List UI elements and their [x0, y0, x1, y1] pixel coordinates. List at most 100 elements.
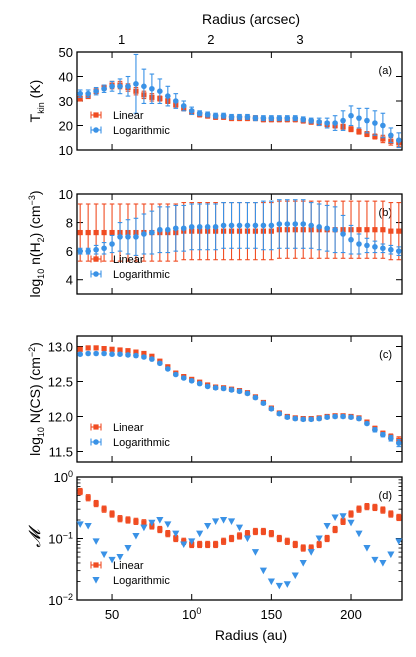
- y-axis-title: Tkin (K): [27, 80, 46, 123]
- data-point: [85, 495, 91, 501]
- data-point: [364, 504, 370, 510]
- data-point: [356, 129, 362, 135]
- y-tick-label: 10: [59, 187, 73, 202]
- data-point: [355, 530, 363, 538]
- data-point: [220, 385, 227, 392]
- data-point: [212, 385, 219, 391]
- data-point: [244, 222, 251, 229]
- data-point: [124, 545, 132, 552]
- y-tick-label: 6: [66, 244, 73, 259]
- data-point: [125, 517, 131, 523]
- data-point: [308, 545, 314, 551]
- data-point: [93, 88, 99, 94]
- legend-label: Linear: [113, 110, 144, 122]
- data-point: [236, 533, 243, 539]
- data-point: [244, 390, 251, 397]
- data-point: [205, 541, 211, 548]
- data-point: [356, 115, 362, 121]
- data-point: [244, 531, 251, 537]
- data-point: [77, 248, 83, 254]
- chart-panel: 10−2 10−1 100 𝓜 (d) Linear Logarithmic: [27, 469, 403, 608]
- plot-frame: [76, 335, 403, 463]
- data-series: [76, 513, 403, 590]
- data-point: [243, 535, 252, 543]
- data-point: [180, 541, 188, 549]
- data-point: [108, 556, 116, 564]
- legend-marker: [93, 439, 99, 445]
- data-point: [348, 112, 354, 119]
- data-point: [388, 511, 394, 517]
- data-point: [204, 224, 211, 230]
- legend-marker: [92, 577, 100, 584]
- data-point: [324, 414, 330, 421]
- data-point: [331, 514, 339, 522]
- data-point: [149, 85, 155, 92]
- data-point: [300, 416, 307, 423]
- legend-marker: [93, 256, 99, 262]
- legend: Linear Logarithmic: [90, 254, 170, 281]
- panel-label: (a): [379, 65, 392, 77]
- data-point: [85, 90, 91, 97]
- data-point: [133, 81, 139, 87]
- data-point: [220, 112, 227, 119]
- data-point: [109, 346, 115, 352]
- data-point: [85, 229, 91, 236]
- data-point: [101, 245, 107, 252]
- data-point: [236, 114, 243, 120]
- legend: Linear Logarithmic: [90, 110, 170, 137]
- data-point: [172, 371, 179, 378]
- data-point: [125, 83, 131, 90]
- legend-marker: [93, 271, 99, 277]
- data-point: [388, 246, 394, 253]
- legend-label: Logarithmic: [113, 125, 170, 137]
- data-point: [372, 244, 378, 250]
- data-point: [197, 541, 203, 548]
- chart-panel: 4 6 8 10 log10 n(H2) (cm−3) (b) Linear Logarith…: [27, 187, 403, 298]
- legend-marker: [93, 112, 99, 118]
- data-point: [268, 406, 275, 412]
- data-point: [388, 228, 394, 234]
- legend: Linear Logarithmic: [90, 560, 170, 587]
- data-point: [109, 511, 115, 517]
- data-point: [380, 245, 386, 252]
- y-tick-label: 12.0: [48, 410, 73, 425]
- y-tick-label: 13.0: [48, 340, 73, 355]
- data-point: [204, 383, 211, 390]
- data-point: [275, 582, 283, 590]
- legend-label: Linear: [113, 422, 144, 434]
- data-point: [101, 229, 107, 236]
- y-tick-label: 10: [59, 143, 73, 158]
- data-point: [157, 88, 163, 94]
- data-point: [380, 227, 386, 233]
- data-point: [109, 241, 115, 247]
- data-point: [267, 578, 275, 586]
- data-point: [347, 519, 355, 527]
- data-point: [141, 83, 147, 90]
- data-point: [236, 222, 243, 229]
- data-point: [268, 115, 275, 121]
- data-point: [109, 351, 115, 358]
- data-point: [316, 119, 322, 125]
- data-point: [308, 117, 314, 124]
- data-point: [251, 549, 260, 556]
- data-point: [380, 507, 386, 513]
- legend-label: Linear: [113, 254, 144, 266]
- data-point: [157, 360, 163, 367]
- data-point: [372, 427, 378, 433]
- data-point: [85, 345, 91, 351]
- data-point: [228, 114, 235, 120]
- data-point: [93, 246, 99, 253]
- top-tick-label: 3: [296, 32, 303, 47]
- data-point: [101, 350, 107, 357]
- data-point: [180, 375, 187, 381]
- data-point: [300, 116, 307, 123]
- x-tick-label: 100: [182, 606, 201, 622]
- data-point: [356, 241, 362, 247]
- data-point: [85, 350, 91, 357]
- bottom-axis: 50 100 150 200: [105, 606, 362, 622]
- data-point: [372, 120, 378, 126]
- bottom-axis-title: Radius (au): [215, 627, 287, 643]
- data-point: [356, 415, 362, 422]
- data-point: [133, 234, 139, 240]
